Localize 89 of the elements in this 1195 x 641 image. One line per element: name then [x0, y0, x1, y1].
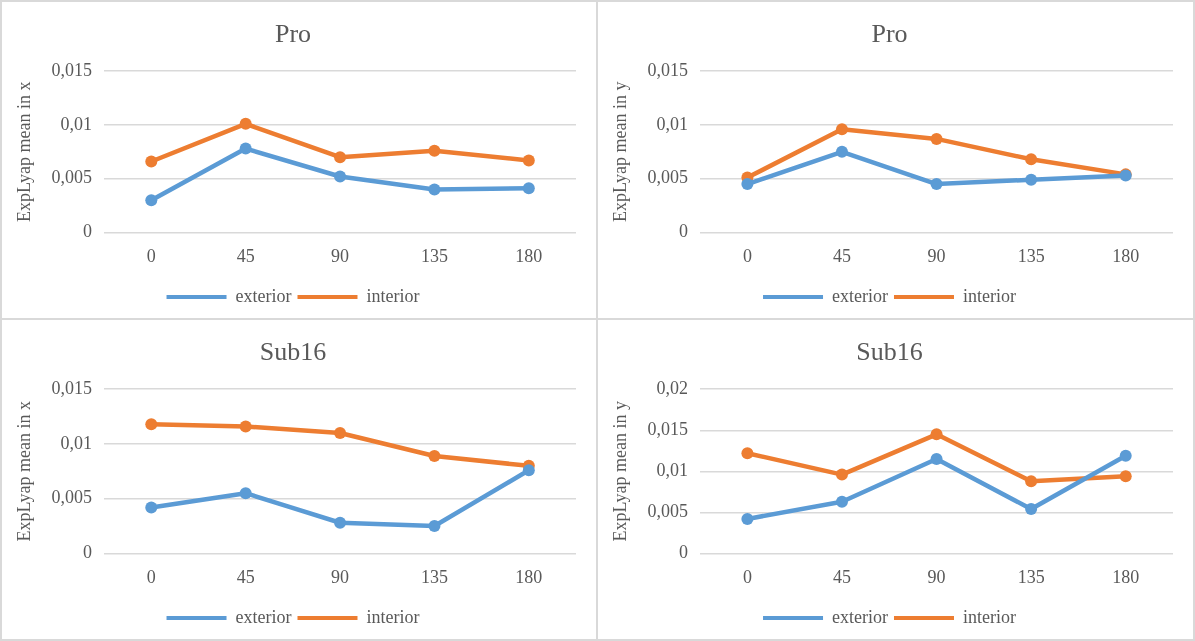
point [145, 155, 158, 168]
point [522, 464, 535, 477]
chart-title: Sub16 [856, 337, 923, 367]
x-tick-label: 180 [515, 566, 543, 587]
legend-label: interior [366, 285, 420, 306]
point [428, 183, 441, 196]
point [835, 145, 848, 158]
x-tick-label: 45 [832, 566, 851, 587]
y-tick-label: 0,005 [647, 501, 689, 522]
y-axis-title: ExpLyap mean in y [609, 401, 630, 542]
point [1025, 173, 1038, 186]
x-tick-label: 180 [515, 245, 543, 266]
y-tick-label: 0,02 [656, 377, 689, 398]
point [239, 487, 252, 500]
x-tick-label: 90 [927, 566, 946, 587]
y-tick-label: 0,015 [51, 377, 93, 398]
point [741, 512, 754, 525]
point [334, 151, 347, 164]
y-axis-title: ExpLyap mean in x [13, 81, 34, 223]
y-tick-label: 0,01 [656, 113, 689, 134]
x-tick-label: 0 [146, 566, 156, 587]
x-tick-label: 0 [146, 245, 156, 266]
x-tick-label: 135 [420, 245, 448, 266]
y-axis-title: ExpLyap mean in y [609, 81, 630, 223]
point [334, 426, 347, 439]
x-tick-label: 45 [832, 245, 851, 266]
point [239, 420, 252, 433]
x-tick-label: 90 [331, 566, 350, 587]
y-tick-label: 0,015 [51, 59, 93, 80]
x-tick-label: 180 [1112, 245, 1140, 266]
x-tick-label: 0 [742, 245, 752, 266]
y-tick-label: 0,015 [647, 418, 689, 439]
point [835, 468, 848, 481]
point [1119, 449, 1132, 462]
point [1119, 470, 1132, 483]
legend-label: exterior [235, 285, 292, 306]
point [741, 447, 754, 460]
point [428, 144, 441, 157]
y-tick-label: 0,005 [51, 167, 93, 188]
point [145, 418, 158, 431]
y-tick-label: 0 [83, 221, 93, 242]
legend-label: exterior [832, 285, 888, 306]
point [239, 142, 252, 155]
y-tick-label: 0,01 [656, 460, 689, 481]
chart-title: Pro [274, 19, 312, 49]
legend-label: exterior [832, 606, 888, 627]
point [522, 182, 535, 195]
y-tick-label: 0 [679, 542, 689, 563]
y-tick-label: 0 [83, 542, 93, 563]
y-tick-label: 0,01 [60, 432, 93, 453]
point [522, 154, 535, 167]
chart-title: Sub16 [259, 337, 327, 367]
legend-label: exterior [235, 606, 292, 627]
x-tick-label: 45 [236, 245, 255, 266]
y-tick-label: 0,01 [60, 113, 93, 134]
y-tick-label: 0,015 [647, 59, 689, 80]
x-tick-label: 135 [1017, 566, 1045, 587]
x-tick-label: 135 [420, 566, 448, 587]
y-axis-title: ExpLyap mean in x [13, 401, 34, 542]
legend-label: interior [962, 285, 1016, 306]
point [930, 452, 943, 465]
point [835, 123, 848, 136]
x-tick-label: 45 [236, 566, 255, 587]
x-tick-label: 135 [1017, 245, 1045, 266]
chart-title: Pro [871, 19, 908, 49]
x-tick-label: 0 [742, 566, 752, 587]
point [835, 495, 848, 508]
point [428, 449, 441, 462]
point [239, 117, 252, 130]
point [428, 520, 441, 533]
point [145, 194, 158, 207]
point [1025, 503, 1038, 516]
x-tick-label: 90 [331, 245, 350, 266]
point [930, 428, 943, 441]
point [741, 178, 754, 191]
y-tick-label: 0 [679, 221, 689, 242]
x-tick-label: 90 [927, 245, 946, 266]
y-tick-label: 0,005 [51, 487, 93, 508]
legend-label: interior [962, 606, 1016, 627]
point [930, 178, 943, 191]
point [1025, 153, 1038, 166]
y-tick-label: 0,005 [647, 167, 689, 188]
point [1025, 475, 1038, 488]
point [334, 516, 347, 529]
point [334, 170, 347, 183]
x-tick-label: 180 [1112, 566, 1140, 587]
legend-label: interior [366, 606, 420, 627]
point [145, 501, 158, 514]
point [930, 132, 943, 145]
